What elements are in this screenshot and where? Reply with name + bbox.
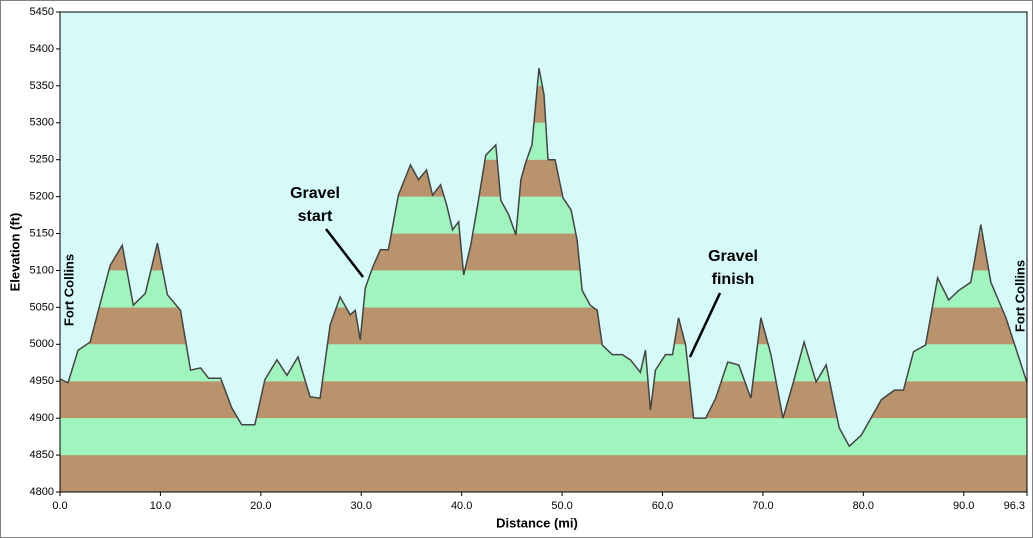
y-tick-label: 5250: [30, 154, 54, 166]
y-tick-label: 5450: [30, 6, 54, 18]
y-tick-label: 4800: [30, 486, 54, 498]
y-tick-label: 5300: [30, 117, 54, 129]
plot-border: [59, 11, 1028, 493]
x-axis-title: Distance (mi): [496, 515, 578, 530]
x-tick-label: 50.0: [551, 500, 572, 512]
end-place-label: Fort Collins: [1012, 260, 1027, 332]
x-tick-label: 60.0: [652, 500, 673, 512]
x-tick-label: 20.0: [250, 500, 271, 512]
annotation-pointer: [325, 228, 364, 278]
y-tick-label: 5000: [30, 338, 54, 350]
start-place-label: Fort Collins: [61, 254, 76, 326]
annotation-text: Gravel: [708, 248, 758, 265]
x-tick-label: 96.3: [1004, 500, 1025, 512]
annotation-text: start: [298, 208, 333, 225]
y-tick-label: 5200: [30, 191, 54, 203]
annotation-text: Gravel: [290, 185, 340, 202]
profile-line: [59, 67, 1028, 448]
y-tick-label: 4950: [30, 375, 54, 387]
x-tick-label: 0.0: [52, 500, 67, 512]
x-tick-label: 80.0: [853, 500, 874, 512]
x-tick-label: 10.0: [150, 500, 171, 512]
y-tick-label: 5050: [30, 301, 54, 313]
y-tick-label: 4900: [30, 412, 54, 424]
y-tick-label: 5400: [30, 43, 54, 55]
y-tick-label: 5150: [30, 227, 54, 239]
x-tick-label: 70.0: [752, 500, 773, 512]
y-tick-label: 5100: [30, 264, 54, 276]
annotation-pointer: [688, 292, 722, 358]
annotation-text: finish: [712, 271, 755, 288]
y-tick-label: 5350: [30, 80, 54, 92]
x-tick-label: 40.0: [451, 500, 472, 512]
x-tick-label: 30.0: [351, 500, 372, 512]
y-tick-label: 4850: [30, 449, 54, 461]
y-axis-title: Elevation (ft): [7, 213, 22, 292]
x-tick-label: 90.0: [953, 500, 974, 512]
elevation-band: [60, 418, 1027, 456]
elevation-band: [60, 455, 1027, 492]
